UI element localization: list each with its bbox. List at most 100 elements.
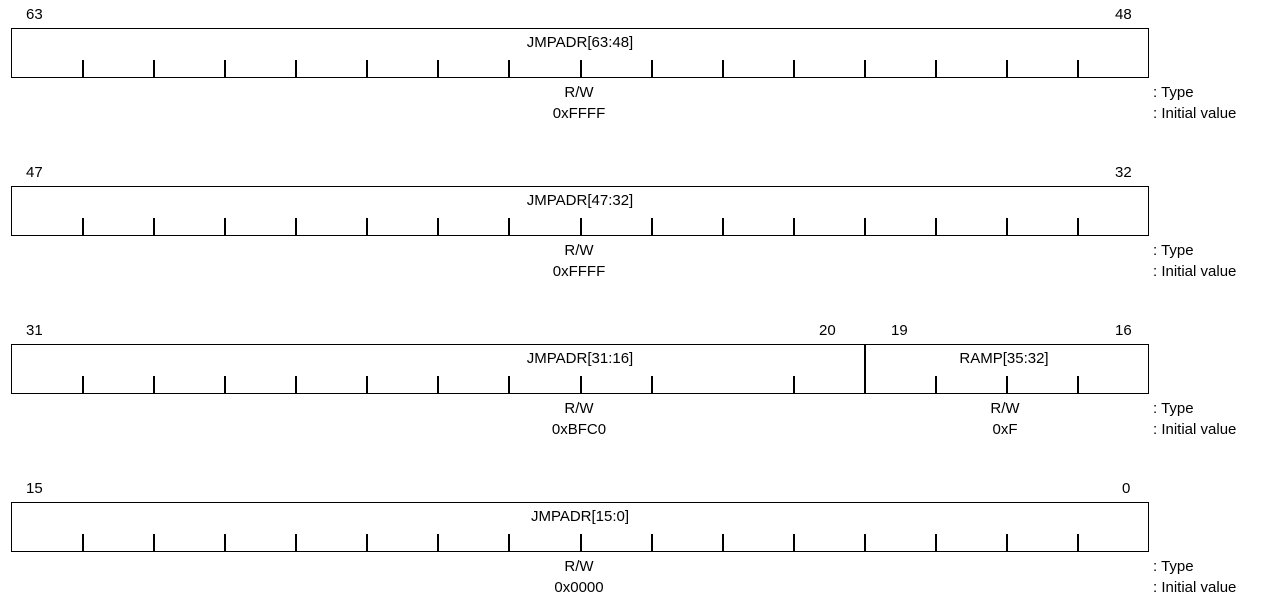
bit-label-msb: 63 [26,6,43,23]
bit-tick [508,376,510,393]
register-box: JMPADR[63:48] [11,28,1149,78]
legend-type: : Type [1153,84,1194,101]
legend-initial-value: : Initial value [1153,579,1237,596]
bit-tick [295,60,297,77]
field-initial-value: 0x0000 [554,579,604,596]
bit-tick [1077,218,1079,235]
bit-label-msb: 47 [26,164,43,181]
bit-tick [1006,218,1008,235]
bit-tick [366,218,368,235]
bit-tick [82,376,84,393]
field-type: R/W [564,400,594,417]
bit-tick [366,376,368,393]
bit-tick [935,218,937,235]
register-box: JMPADR[31:16] RAMP[35:32] [11,344,1149,394]
bit-tick [153,534,155,551]
bit-tick [793,218,795,235]
bit-label-msb: 31 [26,322,43,339]
bit-tick [295,534,297,551]
field-initial-value: 0xF [992,421,1018,438]
bit-tick [224,534,226,551]
bit-tick [793,60,795,77]
field-type: R/W [564,84,594,101]
bit-tick [722,218,724,235]
field-initial-value: 0xFFFF [552,263,606,280]
register-47-32: 47 32 JMPADR[47:32] R/W 0xFFFF : Type : … [0,162,1273,292]
bit-tick [508,60,510,77]
bit-tick [651,218,653,235]
bit-tick [864,60,866,77]
bit-tick [1077,376,1079,393]
bit-tick [508,534,510,551]
bit-tick [580,376,582,393]
bit-tick [437,60,439,77]
bit-tick [437,218,439,235]
bit-tick [580,218,582,235]
bit-tick [1006,376,1008,393]
field-divider [864,345,866,393]
bit-tick [580,534,582,551]
bit-tick [935,376,937,393]
bit-tick [722,534,724,551]
bit-tick [153,60,155,77]
bit-tick [864,376,866,393]
bit-tick [864,534,866,551]
bit-tick [793,534,795,551]
bit-tick [82,218,84,235]
register-15-0: 15 0 JMPADR[15:0] R/W 0x0000 : Type : In… [0,478,1273,608]
bit-tick [153,218,155,235]
bit-tick [224,218,226,235]
field-name: JMPADR[15:0] [529,508,631,525]
legend-type: : Type [1153,400,1194,417]
legend-type: : Type [1153,558,1194,575]
field-type: R/W [990,400,1020,417]
bit-tick [651,376,653,393]
field-name: JMPADR[63:48] [525,34,635,51]
bit-tick [437,534,439,551]
bit-tick [153,376,155,393]
bit-tick [864,218,866,235]
register-63-48: 63 48 JMPADR[63:48] R/W 0xFFFF : Type : … [0,4,1273,134]
bit-tick [295,218,297,235]
bit-tick [1006,534,1008,551]
bit-tick [224,376,226,393]
bit-tick [651,534,653,551]
bit-label-lsb: 16 [1115,322,1132,339]
bit-tick [508,218,510,235]
bit-tick [366,60,368,77]
bit-tick [224,60,226,77]
register-31-16: 31 20 19 16 JMPADR[31:16] RAMP[35:32] R/… [0,320,1273,450]
field-initial-value: 0xFFFF [552,105,606,122]
bit-label-split-a: 20 [819,322,836,339]
legend-initial-value: : Initial value [1153,105,1237,122]
bit-tick [793,376,795,393]
field-name: JMPADR[31:16] [525,350,635,367]
legend-initial-value: : Initial value [1153,263,1237,280]
register-box: JMPADR[47:32] [11,186,1149,236]
bit-tick [580,60,582,77]
bit-tick [722,60,724,77]
bit-label-lsb: 48 [1115,6,1132,23]
register-box: JMPADR[15:0] [11,502,1149,552]
bit-tick [437,376,439,393]
field-initial-value: 0xBFC0 [551,421,607,438]
bit-label-split-b: 19 [891,322,908,339]
field-type: R/W [564,242,594,259]
bit-label-msb: 15 [26,480,43,497]
field-name: RAMP[35:32] [958,350,1050,367]
bit-tick [651,60,653,77]
bit-tick [82,534,84,551]
bit-tick [1077,534,1079,551]
bit-label-lsb: 32 [1115,164,1132,181]
bit-tick [295,376,297,393]
bit-label-lsb: 0 [1122,480,1131,497]
bit-tick [1077,60,1079,77]
bit-tick [366,534,368,551]
bit-tick [935,534,937,551]
legend-initial-value: : Initial value [1153,421,1237,438]
field-type: R/W [564,558,594,575]
bit-tick [1006,60,1008,77]
field-name: JMPADR[47:32] [525,192,635,209]
legend-type: : Type [1153,242,1194,259]
bit-tick [935,60,937,77]
